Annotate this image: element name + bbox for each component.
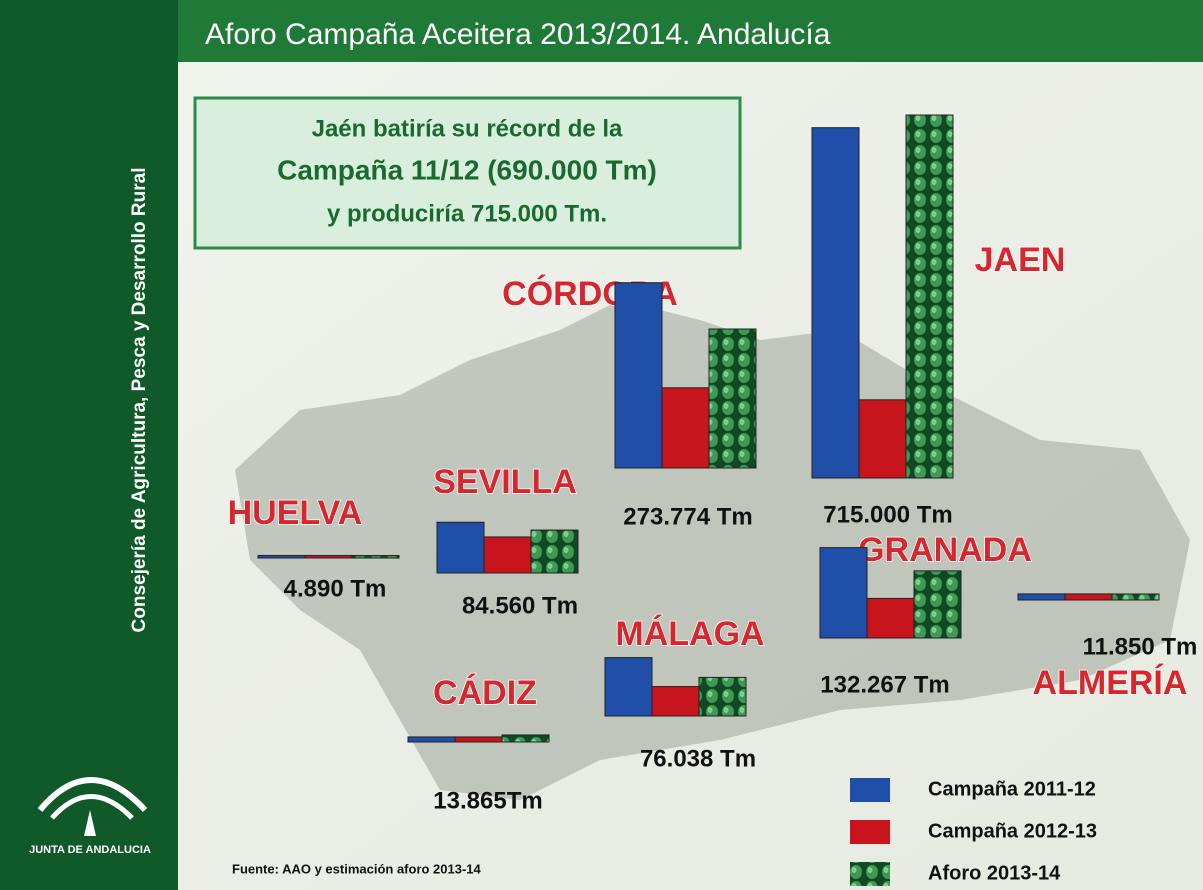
- value-label: 273.774 Tm: [623, 503, 752, 530]
- bar: [437, 522, 484, 573]
- bar: [305, 555, 352, 558]
- province-name: SEVILLA: [433, 463, 577, 501]
- sidebar-text: Consejería de Agricultura, Pesca y Desar…: [129, 168, 150, 633]
- callout-line: y produciría 715.000 Tm.: [327, 200, 607, 227]
- bar: [1018, 594, 1065, 600]
- value-label: 13.865Tm: [433, 787, 542, 814]
- bar: [484, 537, 531, 573]
- province-name: JAEN: [975, 241, 1066, 279]
- bar: [352, 556, 399, 558]
- bar: [1112, 594, 1159, 600]
- legend-swatch: [850, 862, 890, 886]
- bar: [820, 548, 867, 638]
- province-name: CÁDIZ: [433, 674, 537, 712]
- title: Aforo Campaña Aceitera 2013/2014. Andalu…: [205, 18, 831, 51]
- value-label: 4.890 Tm: [284, 575, 387, 602]
- value-label: 76.038 Tm: [640, 745, 756, 772]
- bar: [812, 128, 859, 478]
- province-name: MÁLAGA: [615, 615, 764, 653]
- legend-label: Aforo 2013-14: [928, 862, 1061, 884]
- infographic: Aforo Campaña Aceitera 2013/2014. Andalu…: [0, 0, 1203, 890]
- value-label: 84.560 Tm: [462, 592, 578, 619]
- bar: [1065, 594, 1112, 600]
- value-label: 132.267 Tm: [820, 671, 949, 698]
- bar: [531, 530, 578, 573]
- bar: [859, 400, 906, 478]
- bar: [867, 598, 914, 638]
- sidebar: [0, 0, 178, 890]
- bar: [258, 555, 305, 558]
- logo-text: JUNTA DE ANDALUCIA: [29, 844, 151, 856]
- bar: [502, 735, 549, 742]
- legend-swatch: [850, 820, 890, 844]
- province-name: HUELVA: [228, 494, 363, 532]
- legend-label: Campaña 2011-12: [928, 778, 1096, 800]
- legend-swatch: [850, 778, 890, 802]
- source: Fuente: AAO y estimación aforo 2013-14: [232, 861, 482, 876]
- province-name: GRANADA: [858, 531, 1032, 569]
- bar: [709, 329, 756, 468]
- callout-line: Campaña 11/12 (690.000 Tm): [277, 154, 657, 185]
- value-label: 715.000 Tm: [823, 501, 952, 528]
- province-name: ALMERÍA: [1033, 664, 1188, 702]
- value-label: 11.850 Tm: [1083, 633, 1198, 660]
- bar: [455, 737, 502, 742]
- bar: [906, 115, 953, 478]
- bar: [699, 677, 746, 716]
- bar: [652, 687, 699, 716]
- bar: [605, 658, 652, 716]
- bar: [615, 283, 662, 468]
- callout-line: Jaén batiría su récord de la: [312, 115, 623, 142]
- legend-label: Campaña 2012-13: [928, 820, 1097, 842]
- bar: [914, 571, 961, 638]
- bar: [408, 737, 455, 742]
- bar: [662, 388, 709, 468]
